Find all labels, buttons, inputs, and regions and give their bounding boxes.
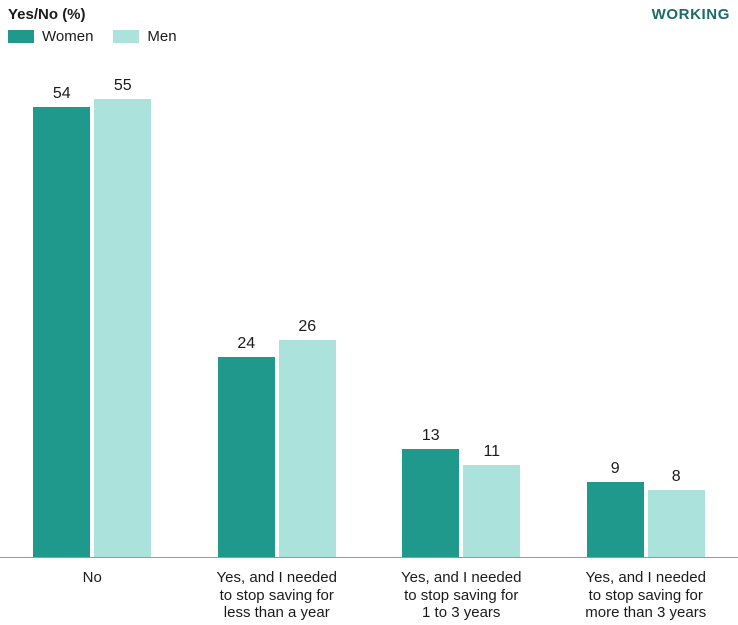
- plot-area: 54 55 24 26 13 11: [0, 70, 738, 558]
- men-bar: [278, 340, 336, 557]
- working-tag: WORKING: [651, 6, 730, 23]
- bar-col-women: 54: [33, 85, 91, 557]
- value-label: 11: [483, 443, 501, 461]
- men-bar: [463, 465, 521, 557]
- women-bar: [33, 107, 91, 557]
- bar-col-women: 13: [402, 426, 460, 557]
- men-bar: [647, 490, 705, 557]
- women-bar: [217, 357, 275, 557]
- bar-col-men: 26: [278, 318, 336, 557]
- legend: Women Men: [8, 28, 177, 45]
- value-label: 26: [298, 318, 317, 336]
- bar-col-women: 24: [217, 335, 275, 557]
- legend-item-women: Women: [8, 28, 93, 45]
- value-label: 13: [421, 426, 440, 444]
- women-bar: [586, 482, 644, 557]
- bar-group-more-than-3-years: 9 8: [554, 70, 738, 557]
- category-label-no: No: [82, 569, 102, 586]
- value-label: 8: [671, 468, 681, 486]
- bar-col-women: 9: [586, 460, 644, 557]
- bar-group-less-than-year: 24 26: [185, 70, 370, 557]
- chart-title: Yes/No (%): [8, 6, 86, 23]
- women-bar: [402, 448, 460, 557]
- value-label: 55: [113, 76, 132, 94]
- value-label: 24: [237, 335, 256, 353]
- bar-col-men: 8: [647, 468, 705, 557]
- category-label-more-than-3-years: Yes, and I needed to stop saving for mor…: [585, 569, 707, 622]
- value-label: 54: [52, 85, 71, 103]
- legend-label-women: Women: [42, 28, 94, 45]
- men-bar: [94, 98, 152, 557]
- bar-col-men: 55: [94, 76, 152, 557]
- x-axis-labels: No Yes, and I needed to stop saving for …: [0, 558, 738, 622]
- men-swatch-icon: [113, 30, 140, 43]
- legend-item-men: Men: [113, 28, 177, 45]
- chart-header: Yes/No (%) WORKING: [8, 6, 730, 23]
- bar-col-men: 11: [463, 443, 521, 557]
- category-label-1-to-3-years: Yes, and I needed to stop saving for 1 t…: [401, 569, 522, 622]
- category-label-less-than-year: Yes, and I needed to stop saving for les…: [216, 569, 337, 622]
- bar-group-no: 54 55: [0, 70, 185, 557]
- value-label: 9: [610, 460, 620, 478]
- women-swatch-icon: [8, 30, 34, 43]
- bar-group-1-to-3-years: 13 11: [369, 70, 554, 557]
- legend-label-men: Men: [147, 28, 177, 45]
